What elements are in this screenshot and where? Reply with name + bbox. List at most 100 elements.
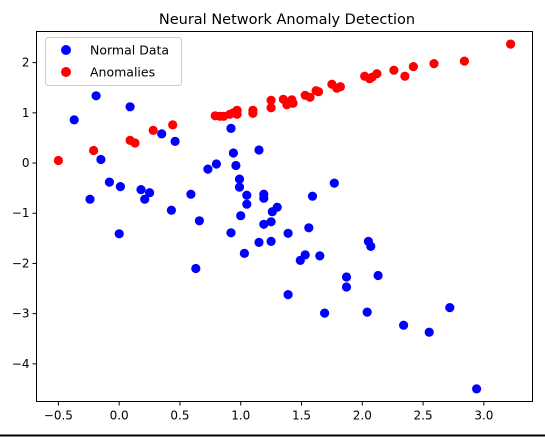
x-tick-label: 2.5 — [414, 409, 433, 423]
normal-data-point — [242, 190, 252, 200]
normal-data-point — [341, 272, 352, 282]
anomaly-point — [89, 145, 99, 156]
legend-label-anomalies: Anomalies — [90, 65, 155, 80]
normal-data-point — [140, 194, 150, 204]
normal-data-point — [445, 303, 455, 313]
anomaly-point — [389, 65, 399, 75]
anomaly-point — [266, 95, 276, 105]
anomaly-point — [266, 103, 276, 113]
normal-data-point — [96, 154, 106, 165]
legend: Normal Data Anomalies — [45, 37, 182, 86]
normal-data-point — [186, 189, 196, 199]
normal-data-point — [259, 193, 269, 203]
normal-data-point — [373, 270, 383, 281]
normal-data-point — [266, 236, 276, 246]
y-axis-ticks: −4 −3 −2 −1 0 1 2 — [12, 56, 37, 371]
normal-data-point — [194, 216, 204, 226]
x-tick-label: 1.0 — [231, 409, 250, 423]
legend-label-normal: Normal Data — [90, 43, 169, 58]
anomaly-point — [232, 109, 242, 119]
normal-data-point — [234, 174, 245, 184]
normal-data-point — [104, 177, 114, 187]
anomaly-point — [506, 39, 516, 49]
anomaly-point — [168, 120, 178, 130]
x-tick-label: 2.0 — [353, 409, 372, 423]
normal-data-point — [211, 159, 221, 169]
normal-data-point — [424, 327, 434, 337]
series-anomalies — [53, 39, 516, 166]
normal-data-point — [115, 182, 125, 192]
normal-data-point — [234, 182, 245, 192]
chart-title: Neural Network Anomaly Detection — [159, 12, 415, 28]
normal-data-point — [226, 123, 236, 133]
y-tick-label: 2 — [22, 56, 30, 70]
anomaly-point — [148, 125, 158, 135]
plot-frame — [36, 31, 533, 402]
normal-data-point — [362, 307, 372, 317]
anomaly-point — [408, 62, 418, 72]
y-tick-label: −1 — [12, 206, 30, 220]
plot-background — [36, 31, 533, 402]
y-tick-label: −2 — [12, 256, 30, 270]
normal-data-point — [329, 178, 339, 188]
x-axis-ticks: −0.5 0.0 0.5 1.0 1.5 2.0 2.5 3.0 — [44, 401, 493, 423]
normal-data-point — [239, 248, 249, 258]
normal-data-point — [254, 237, 264, 247]
x-tick-label: 3.0 — [474, 409, 493, 423]
anomaly-point — [372, 69, 382, 79]
normal-data-point — [341, 282, 352, 292]
normal-data-point — [283, 228, 293, 238]
x-tick-label: 0.0 — [110, 409, 129, 423]
normal-data-point — [166, 205, 176, 215]
y-tick-label: 0 — [22, 156, 30, 170]
anomaly-point — [335, 82, 345, 92]
x-tick-label: 1.5 — [292, 409, 311, 423]
anomaly-point — [305, 92, 315, 102]
legend-box — [45, 37, 182, 86]
anomaly-point — [313, 87, 324, 97]
data-points — [53, 39, 516, 394]
normal-data-point — [259, 219, 269, 229]
normal-data-point — [307, 191, 318, 201]
normal-data-point — [315, 251, 325, 261]
anomaly-point — [429, 59, 439, 69]
normal-data-point — [242, 199, 252, 209]
normal-data-point — [236, 211, 246, 221]
normal-data-point — [366, 241, 376, 251]
normal-data-point — [254, 145, 264, 155]
y-tick-label: 1 — [22, 106, 30, 120]
normal-data-point — [91, 91, 101, 101]
plot-area: −0.5 0.0 0.5 1.0 1.5 2.0 2.5 3.0 −4 −3 −2 −1 0 1 2 — [12, 31, 533, 423]
anomaly-point — [130, 138, 140, 148]
normal-data-point — [136, 185, 146, 195]
normal-data-point — [69, 115, 79, 125]
normal-data-point — [226, 228, 236, 238]
normal-data-point — [114, 229, 124, 239]
normal-data-point — [472, 384, 482, 394]
normal-data-point — [85, 194, 95, 204]
normal-data-point — [191, 263, 201, 274]
normal-data-point — [157, 129, 167, 139]
y-tick-label: −3 — [12, 307, 30, 321]
y-tick-label: −4 — [12, 357, 30, 371]
normal-data-point — [145, 188, 155, 198]
normal-data-point — [266, 217, 276, 227]
anomaly-point — [53, 155, 64, 166]
normal-data-point — [231, 160, 241, 171]
normal-data-point — [272, 202, 282, 212]
anomaly-point — [248, 108, 258, 118]
normal-data-point — [300, 250, 310, 260]
x-tick-label: −0.5 — [44, 409, 73, 423]
normal-data-point — [228, 148, 238, 158]
anomaly-point — [459, 56, 469, 66]
normal-data-point — [203, 164, 213, 174]
legend-marker-normal — [61, 45, 71, 55]
series-normal-data — [69, 91, 482, 394]
anomaly-point — [288, 98, 298, 108]
normal-data-point — [399, 320, 409, 330]
normal-data-point — [320, 308, 330, 318]
normal-data-point — [304, 223, 314, 233]
normal-data-point — [283, 290, 293, 300]
normal-data-point — [170, 136, 180, 146]
